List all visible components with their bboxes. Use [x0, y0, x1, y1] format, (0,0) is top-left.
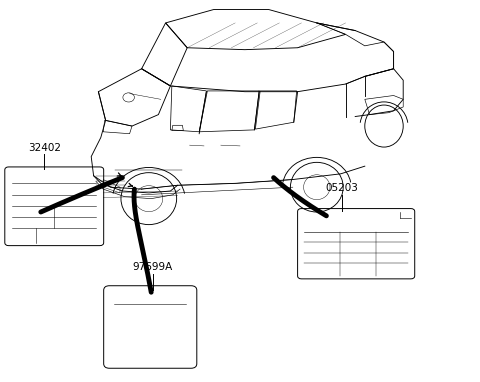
Text: 32402: 32402: [28, 143, 60, 153]
Text: 05203: 05203: [325, 183, 358, 193]
Text: 97699A: 97699A: [132, 262, 173, 272]
